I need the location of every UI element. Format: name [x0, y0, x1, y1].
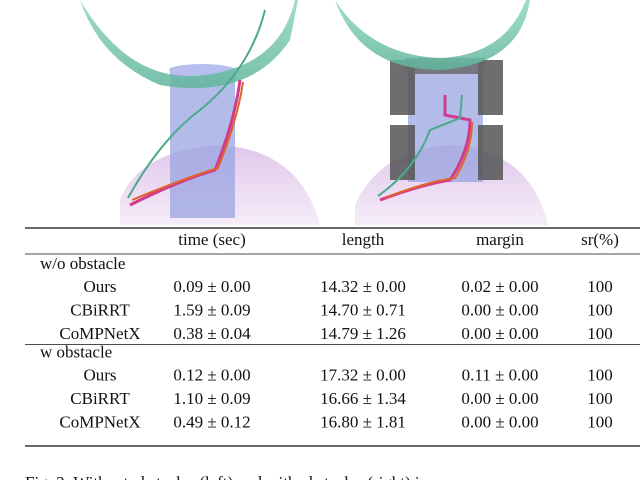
table-cell: 0.11 ± 0.00	[462, 365, 539, 384]
table-cell: 14.70 ± 0.71	[320, 300, 406, 319]
table-cell: 0.00 ± 0.00	[461, 324, 538, 343]
table-cell: 14.32 ± 0.00	[320, 277, 406, 296]
column-header: margin	[476, 230, 524, 249]
table-cell: 1.10 ± 0.09	[173, 389, 250, 408]
table-cell: 16.66 ± 1.34	[320, 389, 406, 408]
render-right	[335, 0, 548, 225]
table-cell: 0.12 ± 0.00	[173, 365, 250, 384]
group-label: w obstacle	[40, 342, 112, 361]
table-cell: 100	[587, 324, 613, 343]
group-label: w/o obstacle	[40, 254, 125, 273]
row-label: Ours	[83, 277, 116, 296]
column-header: sr(%)	[581, 230, 619, 249]
table-cell: 0.00 ± 0.00	[461, 412, 538, 431]
table-cell: 100	[587, 365, 613, 384]
row-label: CBiRRT	[70, 300, 130, 319]
table-cell: 0.49 ± 0.12	[173, 412, 250, 431]
table-cell: 100	[587, 300, 613, 319]
table-cell: 0.00 ± 0.00	[461, 300, 538, 319]
row-label: CoMPNetX	[59, 324, 140, 343]
row-label: Ours	[83, 365, 116, 384]
table-cell: 100	[587, 389, 613, 408]
caption: Fig. 2: Without obstacles (left) and wit…	[25, 473, 420, 480]
table-cell: 100	[587, 412, 613, 431]
table-cell: 17.32 ± 0.00	[320, 365, 406, 384]
table-cell: 1.59 ± 0.09	[173, 300, 250, 319]
render-left	[80, 0, 320, 225]
table-cell: 16.80 ± 1.81	[320, 412, 406, 431]
table-cell: 100	[587, 277, 613, 296]
table-cell: 0.02 ± 0.00	[461, 277, 538, 296]
table-cell: 0.09 ± 0.00	[173, 277, 250, 296]
table-cell: 14.79 ± 1.26	[320, 324, 406, 343]
column-header: length	[342, 230, 385, 249]
row-label: CoMPNetX	[59, 412, 140, 431]
column-header: time (sec)	[178, 230, 246, 249]
table-cell: 0.38 ± 0.04	[173, 324, 251, 343]
table-cell: 0.00 ± 0.00	[461, 389, 538, 408]
row-label: CBiRRT	[70, 389, 130, 408]
